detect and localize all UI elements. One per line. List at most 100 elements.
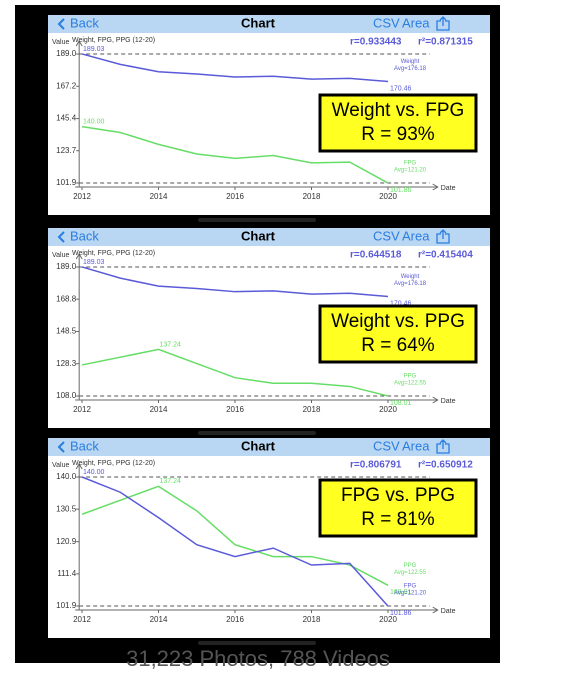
- legend-avg: Avg=122.55: [394, 381, 427, 387]
- x-tick-label: 2012: [73, 192, 91, 201]
- legend-avg: Avg=176.18: [394, 66, 427, 72]
- legend-name: PPG: [404, 374, 417, 380]
- legend-avg: Avg=121.20: [394, 168, 427, 174]
- back-chevron: [57, 231, 65, 243]
- r2-value: r²=0.415404: [418, 250, 473, 261]
- data-label: 137.24: [160, 478, 182, 485]
- legend-avg: Avg=121.20: [394, 591, 427, 597]
- nav-bar: [48, 438, 490, 456]
- nav-title: Chart: [241, 15, 276, 30]
- y-axis-label: Value: [52, 39, 69, 46]
- callout-text: R = 64%: [361, 335, 435, 356]
- x-arrow: [432, 396, 439, 404]
- y-axis-label: Value: [52, 462, 69, 469]
- y-tick-label: 148.5: [56, 327, 77, 336]
- x-tick-label: 2016: [226, 405, 244, 414]
- chart-subtitle: Weight, FPG, PPG (12-20): [72, 250, 155, 257]
- nav-bar: [48, 15, 490, 33]
- legend-name: Weight: [401, 274, 420, 280]
- data-label: 140.00: [83, 118, 105, 125]
- series-line: [81, 53, 389, 83]
- x-tick-label: 2012: [73, 615, 91, 624]
- data-label: 170.46: [390, 85, 412, 92]
- panel: [48, 438, 490, 638]
- share-icon[interactable]: [436, 439, 450, 454]
- chart-subtitle: Weight, FPG, PPG (12-20): [72, 37, 155, 44]
- y-axis-label: Value: [52, 252, 69, 259]
- callout-box: [318, 93, 478, 153]
- share-icon[interactable]: [436, 229, 450, 244]
- csv-button[interactable]: CSV: [373, 228, 400, 243]
- callout-text: FPG vs. PPG: [341, 485, 455, 506]
- nav-title: Chart: [241, 228, 276, 243]
- r2-value: r²=0.871315: [418, 37, 473, 48]
- legend-name: PPG: [404, 563, 417, 569]
- data-label: 101.86: [390, 610, 412, 617]
- back-button[interactable]: Back: [70, 15, 99, 30]
- y-tick-label: 189.0: [56, 49, 77, 58]
- series-line: [81, 348, 389, 397]
- back-chevron: [57, 441, 65, 453]
- series-line: [81, 476, 389, 607]
- data-label: 101.86: [390, 187, 412, 194]
- x-tick-label: 2018: [303, 405, 321, 414]
- callout-text: Weight vs. PPG: [331, 311, 465, 332]
- y-tick-label: 120.9: [56, 537, 77, 546]
- y-tick-label: 168.8: [56, 294, 77, 303]
- csv-button[interactable]: CSV: [373, 438, 400, 453]
- nav-bar: [48, 228, 490, 246]
- x-tick-label: 2020: [379, 615, 397, 624]
- x-tick-label: 2020: [379, 405, 397, 414]
- back-button[interactable]: Back: [70, 438, 99, 453]
- y-tick-label: 140.0: [56, 472, 77, 481]
- callout-box: [318, 478, 478, 538]
- home-indicator: [198, 641, 316, 645]
- y-tick-label: 108.0: [56, 391, 77, 400]
- data-label: 170.46: [390, 300, 412, 307]
- area-button[interactable]: Area: [402, 15, 430, 30]
- y-arrow: [75, 40, 83, 47]
- home-indicator: [198, 431, 316, 435]
- r-value: r=0.806791: [350, 460, 402, 471]
- y-tick-label: 167.2: [56, 81, 77, 90]
- series-line: [81, 266, 389, 298]
- r-value: r=0.644518: [350, 250, 402, 261]
- back-chevron: [57, 18, 65, 30]
- x-tick-label: 2014: [150, 615, 168, 624]
- callout-text: R = 93%: [361, 124, 435, 145]
- legend-name: FPG: [404, 161, 417, 167]
- y-tick-label: 130.5: [56, 504, 77, 513]
- x-axis-label: Date: [441, 608, 456, 615]
- data-label: 137.24: [160, 341, 182, 348]
- legend-name: FPG: [404, 584, 417, 590]
- back-button[interactable]: Back: [70, 228, 99, 243]
- area-button[interactable]: Area: [402, 438, 430, 453]
- area-button[interactable]: Area: [402, 228, 430, 243]
- data-label: 189.03: [83, 259, 105, 266]
- x-tick-label: 2016: [226, 192, 244, 201]
- y-tick-label: 145.4: [56, 114, 77, 123]
- y-arrow: [75, 463, 83, 470]
- x-axis-label: Date: [441, 398, 456, 405]
- y-tick-label: 101.9: [56, 601, 77, 610]
- data-label: 108.01: [390, 589, 412, 596]
- x-arrow: [432, 606, 439, 614]
- data-label: 189.03: [83, 46, 105, 53]
- chart-subtitle: Weight, FPG, PPG (12-20): [72, 460, 155, 467]
- callout-text: Weight vs. FPG: [332, 100, 465, 121]
- callout-text: R = 81%: [361, 509, 435, 530]
- x-tick-label: 2018: [303, 192, 321, 201]
- series-line: [81, 125, 389, 184]
- legend-avg: Avg=122.55: [394, 570, 427, 576]
- csv-button[interactable]: CSV: [373, 15, 400, 30]
- home-indicator: [198, 218, 316, 222]
- y-arrow: [75, 253, 83, 260]
- data-label: 140.00: [83, 469, 105, 476]
- x-tick-label: 2014: [150, 192, 168, 201]
- share-icon[interactable]: [436, 16, 450, 31]
- callout-box: [318, 304, 478, 364]
- x-arrow: [432, 183, 439, 191]
- data-label: 108.01: [390, 400, 412, 407]
- r2-value: r²=0.650912: [418, 460, 473, 471]
